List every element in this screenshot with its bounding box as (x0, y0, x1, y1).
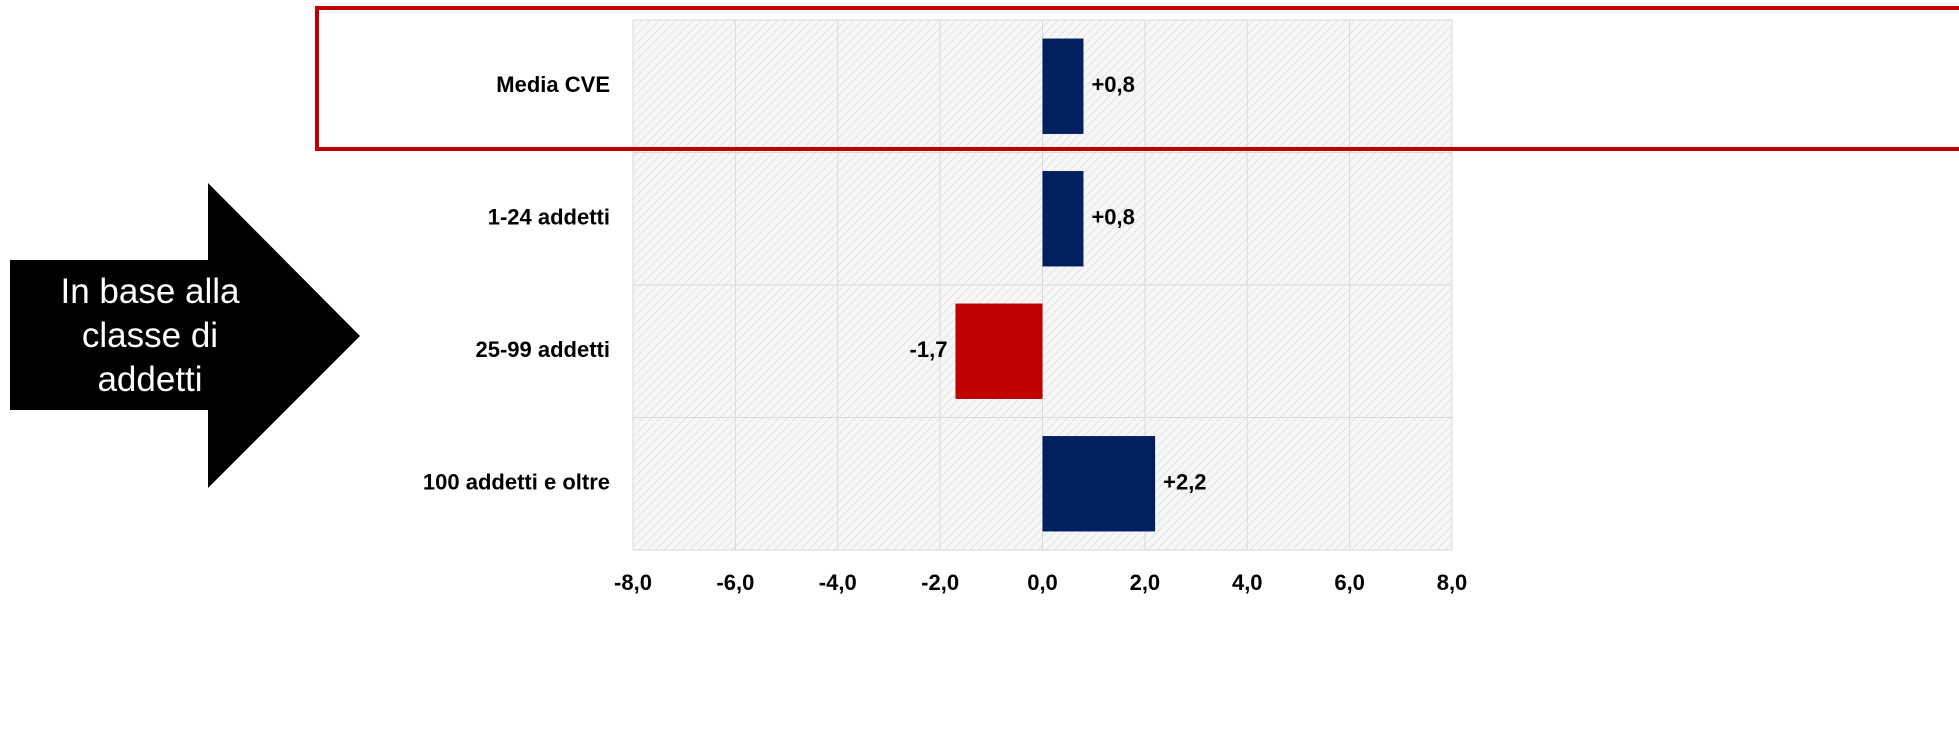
category-label: 25-99 addetti (476, 337, 611, 362)
bar (955, 303, 1043, 399)
plot: -8,0 -6,0 -4,0 -2,0 0,0 2,0 4,0 6,0 8,0 +0,8 Media… (423, 19, 1468, 595)
value-label: +0,8 (1091, 72, 1134, 97)
x-tick-label: -8,0 (614, 570, 652, 595)
x-tick-label: 4,0 (1232, 570, 1263, 595)
arrow-label: In base alla classe di addetti (60, 272, 240, 399)
category-label: 1-24 addetti (488, 205, 610, 230)
value-label: +0,8 (1091, 205, 1134, 230)
value-label: +2,2 (1163, 470, 1206, 495)
value-label: -1,7 (910, 337, 948, 362)
category-label: Media CVE (496, 72, 610, 97)
x-tick-label: 6,0 (1334, 570, 1365, 595)
x-tick-label: -6,0 (716, 570, 754, 595)
highlight-box (315, 6, 1959, 151)
arrow (10, 183, 360, 488)
x-tick-label: 0,0 (1027, 570, 1058, 595)
bar (1042, 171, 1084, 267)
bar (1042, 436, 1156, 532)
category-label: 100 addetti e oltre (423, 470, 610, 495)
x-tick-label: -4,0 (819, 570, 857, 595)
x-tick-label: 2,0 (1130, 570, 1161, 595)
x-tick-label: -2,0 (921, 570, 959, 595)
x-tick-label: 8,0 (1437, 570, 1468, 595)
bar (1042, 38, 1084, 134)
